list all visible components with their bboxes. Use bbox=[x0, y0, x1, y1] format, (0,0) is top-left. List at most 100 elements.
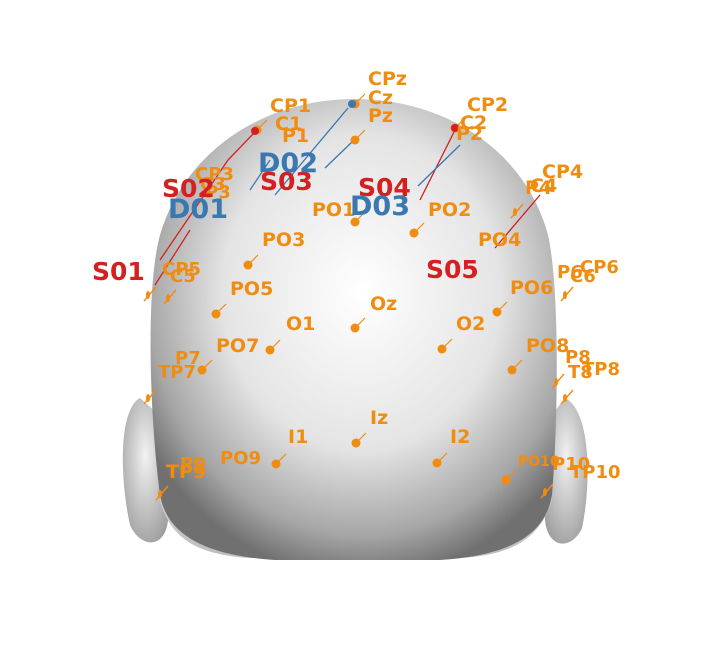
electrode-label: P4 bbox=[525, 177, 552, 199]
source-marker bbox=[251, 127, 259, 135]
electrode-label: P2 bbox=[456, 123, 483, 145]
electrode-marker bbox=[350, 217, 360, 227]
detector-label: D02 bbox=[258, 148, 318, 179]
connection-lines bbox=[154, 107, 541, 286]
electrode-marker bbox=[197, 365, 207, 375]
source-label: S01 bbox=[92, 257, 145, 286]
electrode-label: PO4 bbox=[478, 229, 521, 251]
electrode-label: O2 bbox=[456, 313, 485, 335]
optode-link-line bbox=[249, 159, 271, 191]
electrode-marker bbox=[560, 389, 574, 405]
electrode-marker bbox=[243, 260, 253, 270]
electrode-marker bbox=[501, 475, 511, 485]
electrode-label: C5 bbox=[170, 266, 196, 287]
detector-label: D01 bbox=[168, 194, 228, 225]
electrode-label: TP9 bbox=[166, 461, 206, 483]
electrode-marker bbox=[143, 286, 157, 302]
detector-marker bbox=[348, 100, 356, 108]
electrode-label: P3 bbox=[205, 182, 231, 203]
electrode-marker bbox=[432, 458, 442, 468]
electrode-label: PO10 bbox=[518, 454, 560, 470]
electrode-label: CP3 bbox=[195, 164, 234, 185]
electrode-label: C2 bbox=[460, 112, 487, 134]
electrode-marker bbox=[510, 203, 524, 219]
electrode-label: T8 bbox=[568, 362, 593, 383]
electrode-label: PO2 bbox=[428, 199, 471, 221]
electrode-label: PO5 bbox=[230, 278, 273, 300]
electrode-marker bbox=[540, 483, 554, 499]
source-marker bbox=[451, 124, 459, 132]
electrode-marker bbox=[146, 394, 150, 402]
electrode-label: PO8 bbox=[526, 335, 569, 357]
electrode-label: PO9 bbox=[220, 448, 261, 469]
electrode-label: C1 bbox=[275, 113, 302, 135]
electrode-marker bbox=[563, 394, 567, 402]
electrode-label: TP7 bbox=[158, 362, 196, 383]
electrode-label: PO6 bbox=[510, 277, 553, 299]
electrode-label: Iz bbox=[370, 407, 388, 429]
electrode-label: Oz bbox=[370, 293, 397, 315]
source-label: S04 bbox=[358, 173, 411, 202]
electrode-marker bbox=[155, 485, 169, 501]
electrode-label: C6 bbox=[570, 266, 596, 287]
electrode-label: P10 bbox=[552, 454, 590, 475]
optode-link-line bbox=[154, 229, 191, 286]
electrode-label: CP4 bbox=[542, 161, 583, 183]
electrode-marker bbox=[163, 289, 177, 305]
optode-link-line bbox=[419, 129, 456, 201]
electrode-label: TP8 bbox=[582, 359, 620, 380]
electrode-marker bbox=[350, 135, 360, 145]
electrode-marker bbox=[351, 438, 361, 448]
optode-link-line bbox=[324, 141, 353, 169]
optode-link-line bbox=[417, 144, 461, 187]
electrode-label: PO1 bbox=[312, 199, 355, 221]
electrode-dots bbox=[143, 93, 574, 501]
electrode-marker bbox=[166, 294, 170, 302]
electrode-marker bbox=[437, 344, 447, 354]
electrode-label: CP1 bbox=[270, 95, 311, 117]
electrode-label: PO7 bbox=[216, 335, 259, 357]
electrode-marker bbox=[551, 373, 565, 389]
electrode-label: P7 bbox=[175, 348, 201, 369]
electrode-marker bbox=[143, 389, 157, 405]
electrode-marker bbox=[563, 291, 567, 299]
electrode-label: I2 bbox=[450, 426, 470, 448]
electrode-label: CP5 bbox=[162, 259, 201, 280]
electrode-marker bbox=[554, 378, 558, 386]
source-label: S02 bbox=[162, 174, 215, 203]
electrode-marker bbox=[513, 208, 517, 216]
electrode-label: O1 bbox=[286, 313, 315, 335]
electrode-label: C3 bbox=[200, 174, 226, 195]
electrode-label: P8 bbox=[565, 347, 591, 368]
electrode-label: P1 bbox=[282, 125, 309, 147]
electrode-label: P6 bbox=[557, 262, 583, 283]
electrode-marker bbox=[409, 228, 419, 238]
electrode-label: CP2 bbox=[467, 94, 508, 116]
optode-link-line bbox=[227, 131, 256, 161]
electrode-marker bbox=[211, 309, 221, 319]
electrode-marker bbox=[146, 291, 150, 299]
electrode-label: PO3 bbox=[262, 229, 305, 251]
electrode-label: Pz bbox=[368, 105, 393, 127]
electrode-marker bbox=[543, 488, 547, 496]
optode-link-line bbox=[274, 107, 349, 196]
electrode-label: Cz bbox=[368, 87, 393, 109]
optode-link-line bbox=[159, 159, 229, 261]
electrode-label: P9 bbox=[180, 454, 206, 475]
electrode-label: I1 bbox=[288, 426, 308, 448]
source-label: S03 bbox=[260, 167, 313, 196]
source-label: S05 bbox=[426, 255, 479, 284]
electrode-marker bbox=[265, 345, 275, 355]
electrode-label: TP10 bbox=[570, 462, 621, 483]
right-ear bbox=[545, 398, 588, 544]
electrode-marker bbox=[507, 365, 517, 375]
electrode-label: CPz bbox=[368, 68, 407, 90]
electrode-label: CP6 bbox=[580, 257, 619, 278]
electrode-label: C4 bbox=[530, 175, 557, 197]
electrode-marker bbox=[158, 490, 162, 498]
electrode-marker bbox=[350, 323, 360, 333]
electrode-marker bbox=[560, 286, 574, 302]
